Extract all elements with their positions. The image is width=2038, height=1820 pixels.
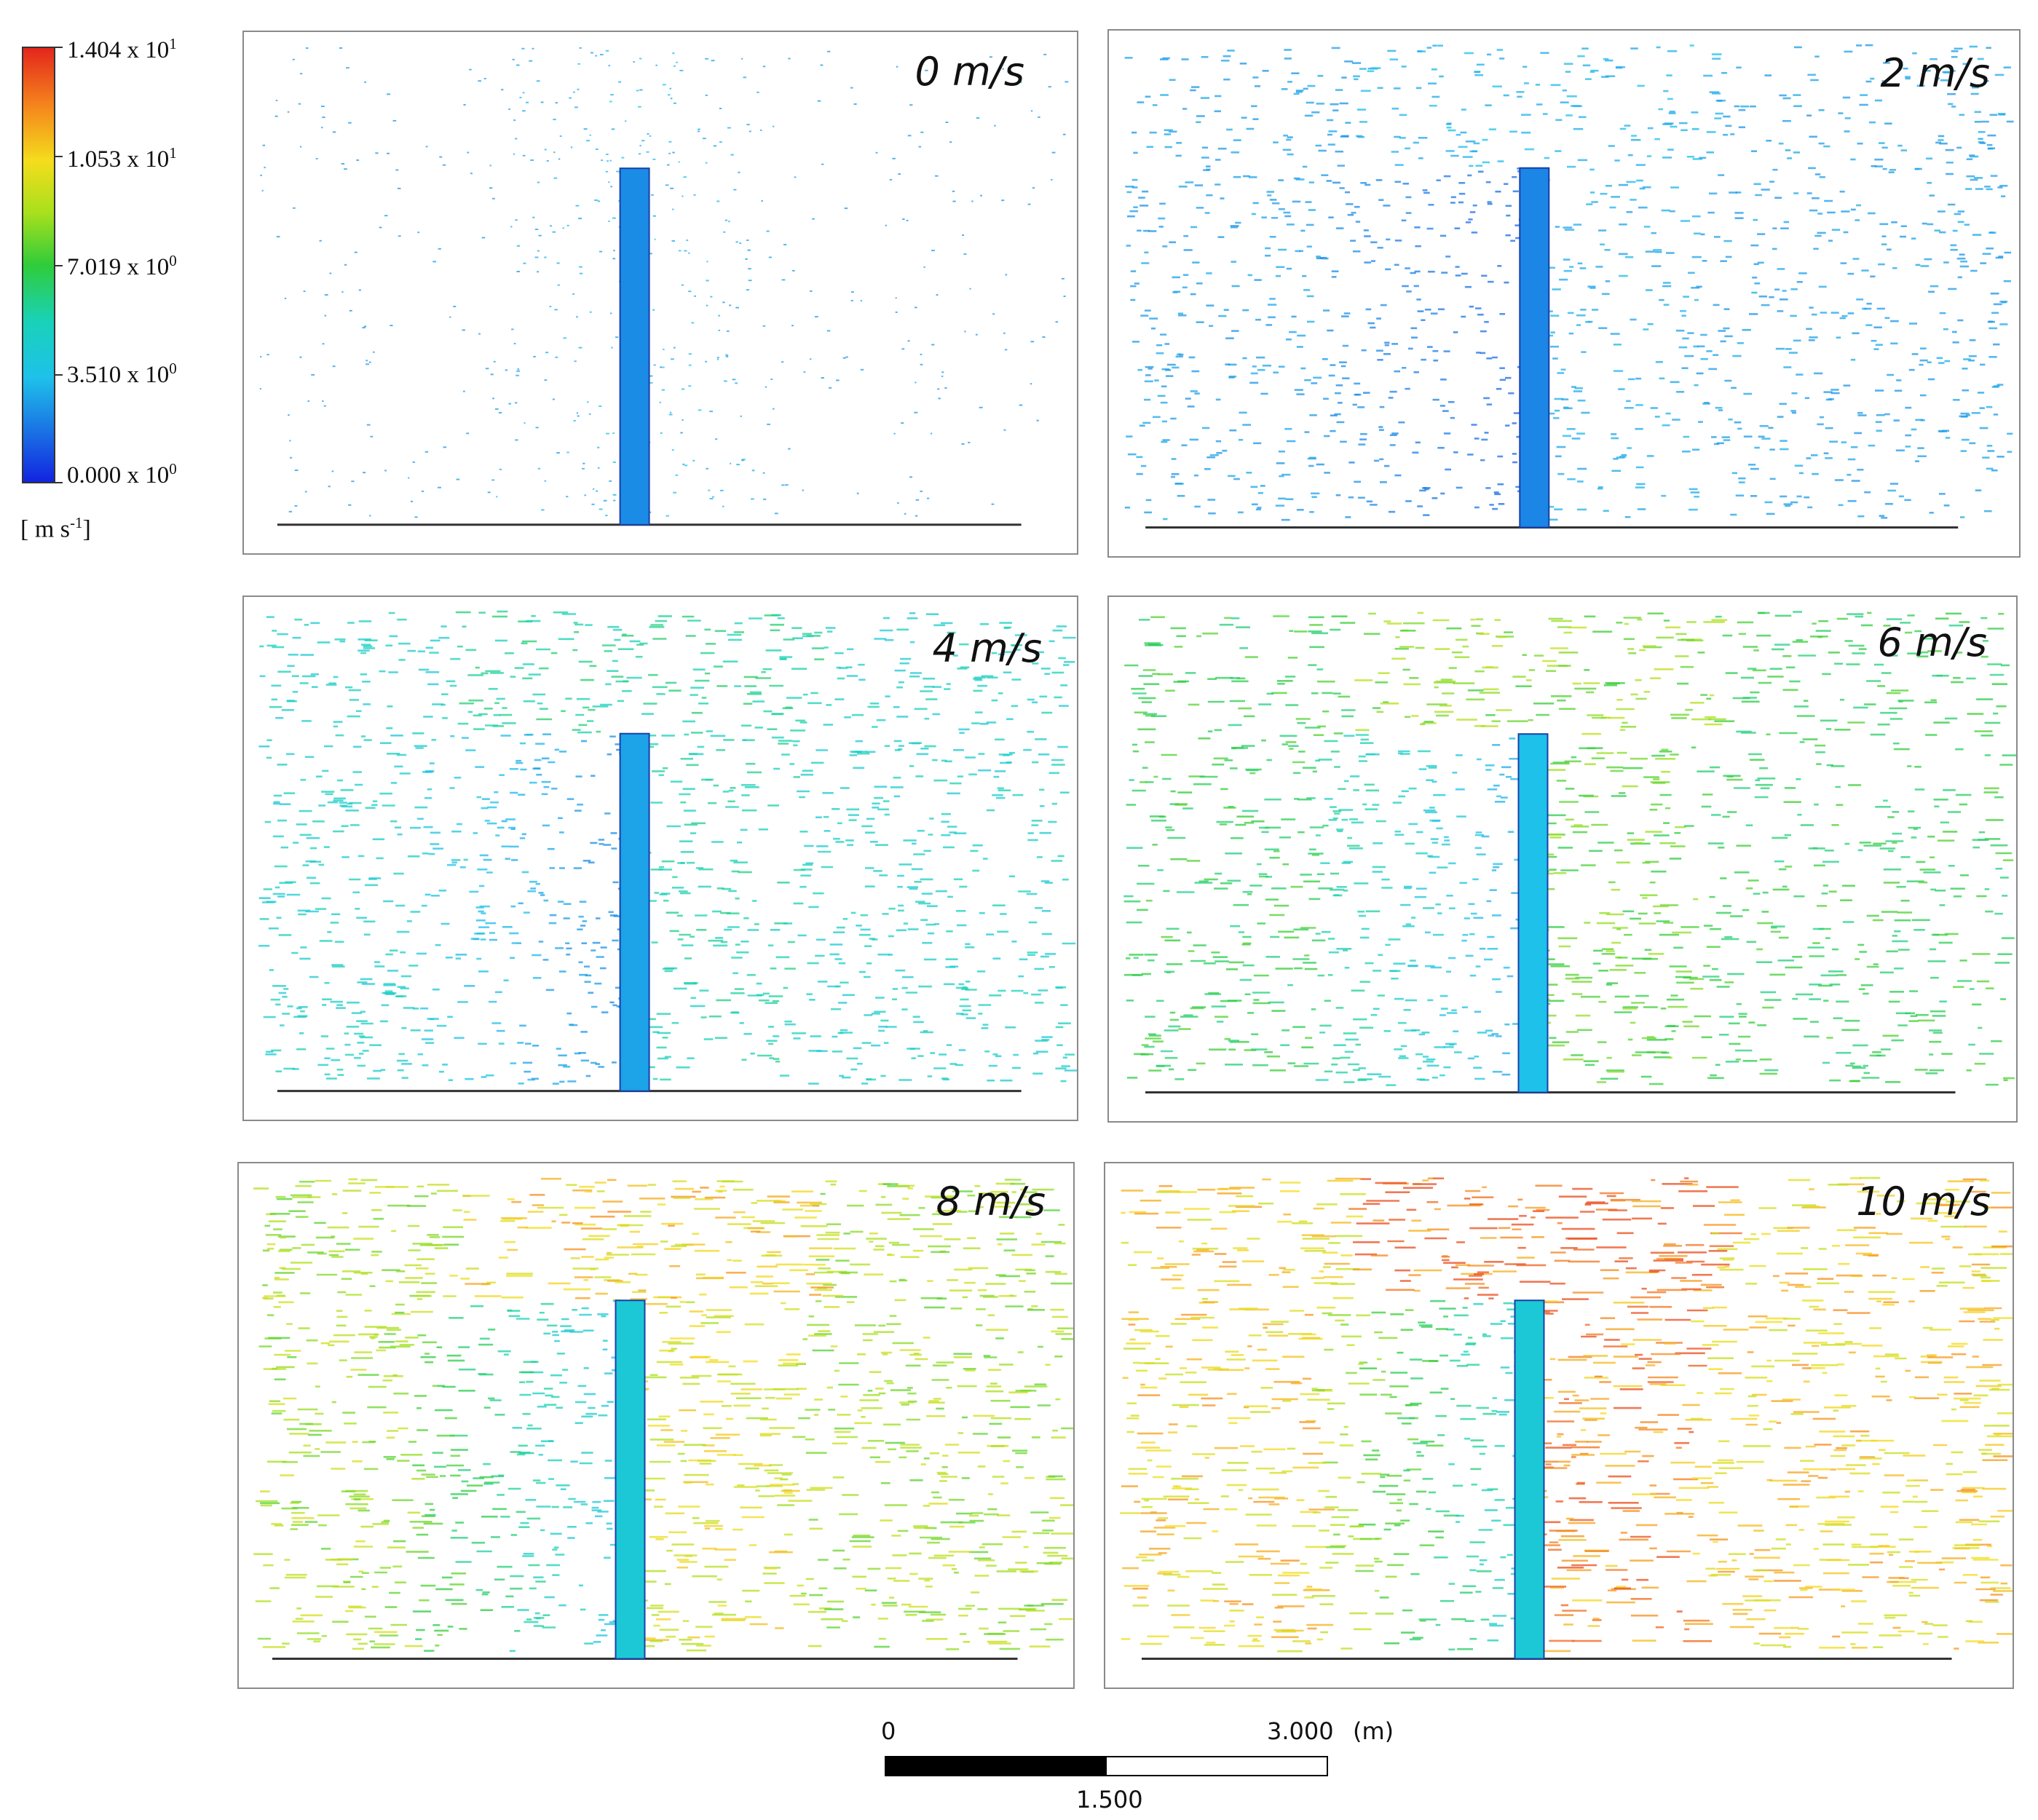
column-structure (1520, 168, 1549, 528)
velocity-legend: 1.404 x 101 1.053 x 101 7.019 x 100 3.51… (0, 0, 233, 568)
panel-title: 0 m/s (915, 52, 1024, 92)
panel-0-ms: 0 m/s (242, 31, 1078, 555)
legend-label: 3.510 x 100 (67, 361, 177, 387)
legend-tick (55, 265, 63, 266)
column-structure (1519, 734, 1548, 1092)
vector-field (1123, 612, 2018, 1085)
velocity-field-plot (244, 597, 1078, 1121)
panel-4-ms: 4 m/s (242, 596, 1078, 1121)
legend-color-bar (22, 47, 55, 483)
vector-field (258, 612, 1078, 1084)
legend-label-min: 0.000 x 100 (67, 462, 177, 488)
vector-field (260, 48, 1069, 517)
legend-unit: [ m s-1] (20, 514, 91, 543)
vector-field (1125, 45, 2014, 520)
legend-label-max: 1.404 x 101 (67, 36, 177, 63)
panel-title: 4 m/s (933, 629, 1042, 668)
legend-label: 1.053 x 101 (67, 146, 177, 172)
velocity-field-plot (239, 1163, 1075, 1689)
legend-label: 7.019 x 100 (67, 253, 177, 280)
velocity-field-plot (1109, 31, 2021, 558)
column-structure (620, 734, 649, 1091)
velocity-field-plot (244, 32, 1078, 555)
panel-8-ms: 8 m/s (237, 1162, 1075, 1689)
legend-tick (55, 156, 63, 157)
panel-title: 2 m/s (1881, 54, 1990, 93)
column-structure (620, 168, 649, 525)
legend-tick (55, 374, 63, 376)
vector-field (253, 1179, 1075, 1651)
legend-tick (55, 482, 63, 483)
panel-6-ms: 6 m/s (1107, 596, 2018, 1123)
legend-tick (55, 47, 63, 48)
velocity-field-plot (1109, 597, 2018, 1123)
panel-2-ms: 2 m/s (1107, 29, 2021, 558)
panel-title: 6 m/s (1878, 623, 1987, 662)
